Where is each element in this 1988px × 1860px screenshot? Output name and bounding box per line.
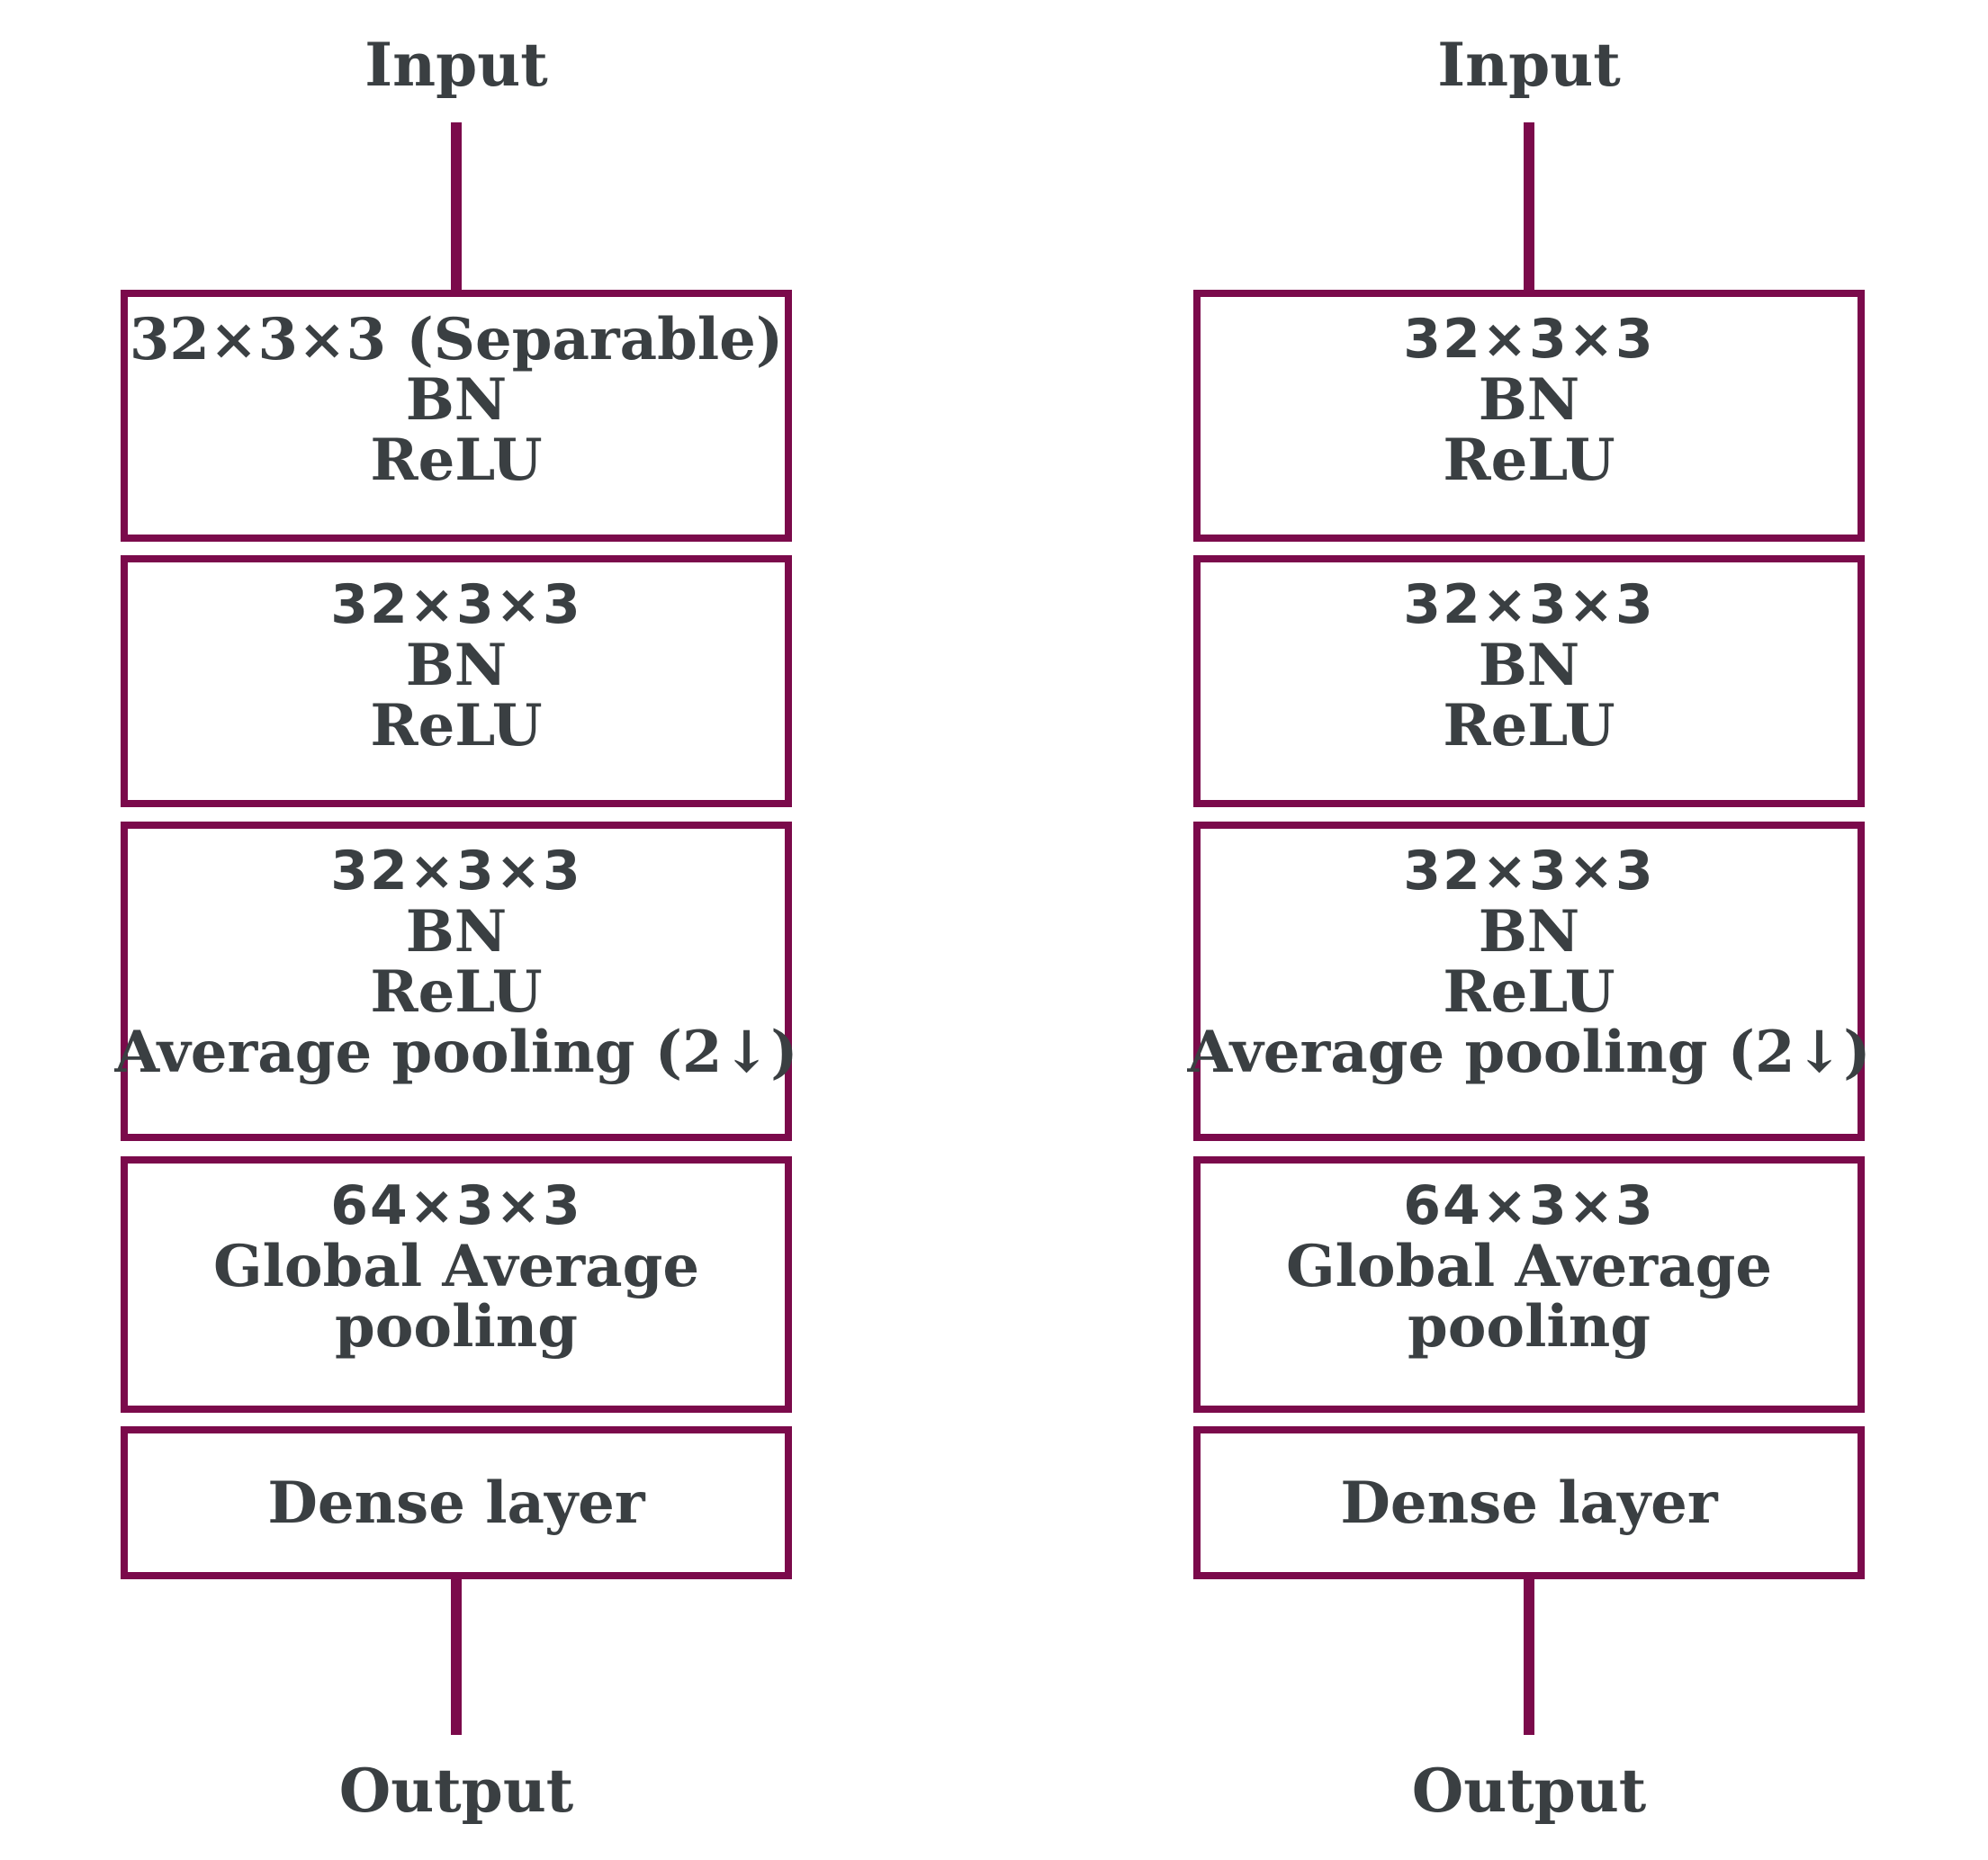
input-label: Input	[364, 30, 548, 100]
layer-gap-label: Global Average	[1285, 1233, 1773, 1300]
output-label: Output	[338, 1756, 574, 1826]
layer-conv-label: 32×3×3	[1403, 840, 1655, 903]
layer-block-2: 32×3×3 BN ReLU	[1193, 555, 1865, 807]
layer-conv-label: 32×3×3	[1403, 573, 1655, 636]
layer-conv-label: 32×3×3 (Separable)	[129, 306, 784, 373]
layer-block-3: 32×3×3 BN ReLU Average pooling (2↓)	[115, 822, 797, 1141]
layer-activation-label: ReLU	[1443, 958, 1615, 1026]
layer-block-4: 64×3×3 Global Average pooling	[121, 1156, 792, 1413]
layer-bn-label: BN	[1478, 898, 1580, 966]
layer-activation-label: ReLU	[370, 958, 543, 1026]
layer-activation-label: ReLU	[370, 427, 543, 494]
layer-block-1: 32×3×3 (Separable) BN ReLU	[121, 290, 792, 542]
layer-conv-label: 64×3×3	[1403, 1174, 1655, 1237]
layer-bn-label: BN	[405, 898, 508, 966]
layer-activation-label: ReLU	[370, 692, 543, 759]
input-connector	[451, 122, 462, 290]
layer-pooling-label: Average pooling (2↓)	[1187, 1019, 1871, 1086]
layer-bn-label: BN	[1478, 366, 1580, 434]
layer-block-4: 64×3×3 Global Average pooling	[1193, 1156, 1865, 1413]
layer-conv-label: 64×3×3	[330, 1174, 582, 1237]
layer-block-3: 32×3×3 BN ReLU Average pooling (2↓)	[1188, 822, 1870, 1141]
left-architecture: Input 32×3×3 (Separable) BN ReLU 32×3×3 …	[115, 0, 798, 1860]
layer-dense-label: Dense layer	[267, 1469, 645, 1537]
input-connector	[1524, 122, 1534, 290]
layer-conv-label: 32×3×3	[330, 840, 582, 903]
layer-bn-label: BN	[405, 366, 508, 434]
layer-conv-label: 32×3×3	[1403, 308, 1655, 371]
layer-block-dense: Dense layer	[1193, 1426, 1865, 1579]
output-label: Output	[1411, 1756, 1647, 1826]
layer-activation-label: ReLU	[1443, 692, 1615, 759]
layer-dense-label: Dense layer	[1340, 1469, 1718, 1537]
input-label: Input	[1437, 30, 1621, 100]
layer-activation-label: ReLU	[1443, 427, 1615, 494]
layer-block-dense: Dense layer	[121, 1426, 792, 1579]
layer-block-2: 32×3×3 BN ReLU	[121, 555, 792, 807]
output-connector	[451, 1579, 462, 1735]
layer-gap-label-cont: pooling	[334, 1293, 579, 1361]
layer-pooling-label: Average pooling (2↓)	[114, 1019, 798, 1086]
layer-conv-label: 32×3×3	[330, 573, 582, 636]
right-architecture: Input 32×3×3 BN ReLU 32×3×3 BN ReLU 32×3…	[1188, 0, 1871, 1860]
layer-bn-label: BN	[405, 632, 508, 699]
layer-gap-label: Global Average	[212, 1233, 700, 1300]
output-connector	[1524, 1579, 1534, 1735]
layer-bn-label: BN	[1478, 632, 1580, 699]
layer-gap-label-cont: pooling	[1407, 1293, 1651, 1361]
layer-block-1: 32×3×3 BN ReLU	[1193, 290, 1865, 542]
